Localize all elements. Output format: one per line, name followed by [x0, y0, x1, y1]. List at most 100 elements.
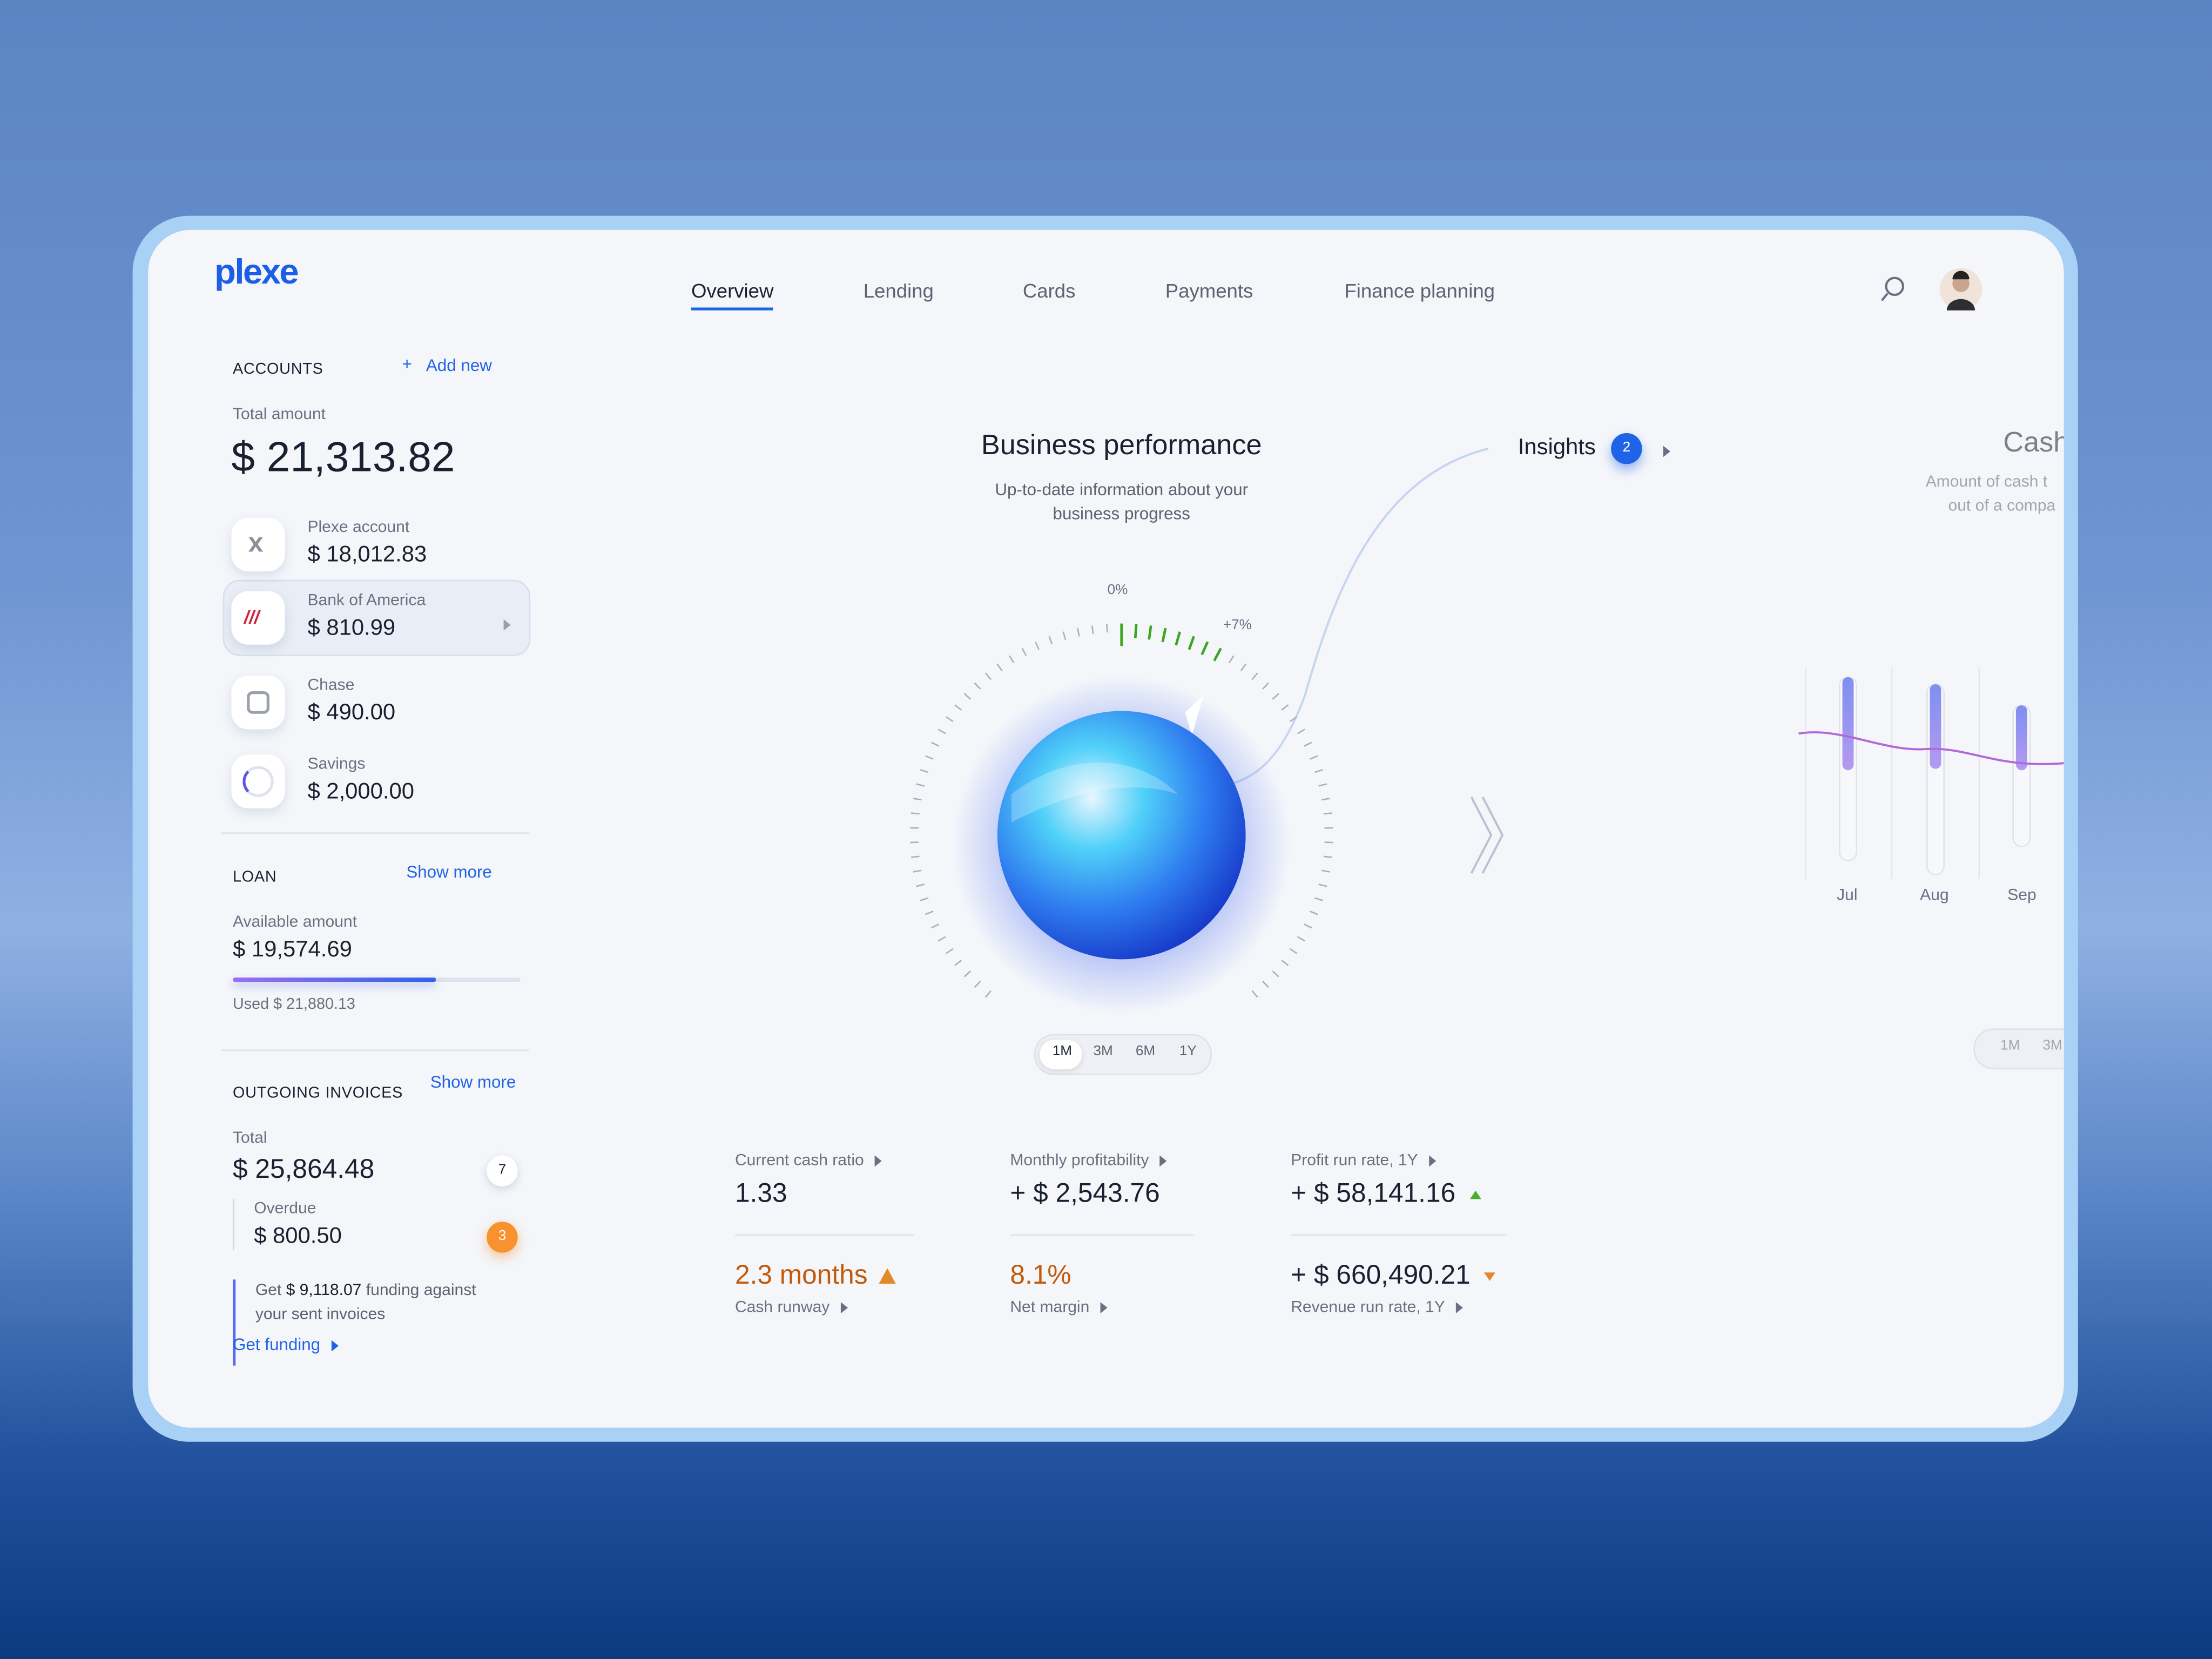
- show-more[interactable]: Show more: [430, 1072, 516, 1092]
- gauge-tick: [1314, 897, 1323, 901]
- nav-tab[interactable]: Finance planning: [1344, 279, 1495, 302]
- gauge-tick: [1272, 693, 1279, 700]
- metric-value: 2.3 months: [735, 1261, 896, 1292]
- text[interactable]: Current cash ratio: [734, 1152, 864, 1170]
- divider: [734, 1234, 914, 1236]
- metric-label[interactable]: Revenue run rate, 1Y: [1291, 1299, 1464, 1316]
- funding-amount: $ 9,118.07: [286, 1282, 362, 1299]
- nav-tab[interactable]: Payments: [1165, 279, 1253, 302]
- account-amount: $ 490.00: [307, 701, 396, 725]
- add-link[interactable]: Add new: [426, 355, 492, 375]
- gauge-tick: [1251, 672, 1258, 680]
- month-label: Sep: [2007, 887, 2036, 905]
- gauge-tick: [1297, 729, 1305, 734]
- sphere: [997, 711, 1246, 960]
- account-name: Bank of America: [307, 592, 426, 610]
- loan-amount: $ 19,574.69: [233, 938, 352, 962]
- next-chevron[interactable]: [1470, 797, 1504, 874]
- gauge-tick: [1304, 923, 1312, 929]
- gauge-tick: [1323, 812, 1332, 815]
- gauge-tick: [974, 981, 981, 988]
- cash-chart: [1798, 667, 2064, 879]
- gauge-tick: [974, 682, 981, 690]
- gauge-tick: [930, 741, 940, 747]
- gauge-pointer: [1185, 695, 1204, 735]
- gauge-tick: [1161, 628, 1167, 643]
- divider: [221, 1049, 529, 1051]
- text[interactable]: Cash runway: [734, 1299, 830, 1317]
- gauge-tick: [1048, 636, 1053, 645]
- text[interactable]: Net margin: [1010, 1299, 1090, 1317]
- gauge-tick: [920, 769, 929, 773]
- metric-label[interactable]: Current cash ratio: [734, 1152, 882, 1170]
- nav-tab[interactable]: Lending: [863, 279, 934, 302]
- text: + $ 660,490.21: [1291, 1261, 1471, 1291]
- gauge-tick: [1021, 648, 1027, 656]
- metric-label[interactable]: Monthly profitability: [1010, 1152, 1168, 1170]
- account-amount: $ 2,000.00: [307, 780, 415, 804]
- gauge-tick: [1148, 625, 1152, 640]
- nav-tab[interactable]: Overview: [691, 279, 774, 311]
- account-icon: x: [231, 517, 285, 571]
- gauge-tick: [1304, 741, 1312, 747]
- show-more[interactable]: Show more: [406, 862, 492, 882]
- metric-label[interactable]: Profit run rate, 1Y: [1291, 1152, 1437, 1170]
- down-arrow: [1484, 1272, 1496, 1281]
- label: Overdue: [254, 1201, 316, 1218]
- metric-label[interactable]: Cash runway: [735, 1299, 848, 1316]
- period[interactable]: 1M: [2000, 1038, 2020, 1054]
- up-arrow: [1469, 1190, 1481, 1199]
- tree-line: [233, 1199, 234, 1250]
- divider: [1010, 1234, 1193, 1236]
- metric-value: + $ 2,543.76: [1010, 1179, 1160, 1209]
- gauge-tick: [938, 729, 946, 734]
- period[interactable]: 3M: [2042, 1038, 2062, 1054]
- text[interactable]: Get funding: [233, 1334, 321, 1354]
- gauge-tick: [925, 755, 934, 760]
- perf-title: Business performance: [981, 430, 1262, 462]
- gauge-tick: [1310, 755, 1318, 760]
- metric-label[interactable]: Net margin: [1010, 1299, 1108, 1316]
- text[interactable]: Revenue run rate, 1Y: [1291, 1299, 1445, 1317]
- funding-link[interactable]: Get funding: [233, 1334, 339, 1354]
- text[interactable]: Monthly profitability: [1010, 1152, 1149, 1170]
- gauge-tick: [1272, 970, 1279, 977]
- progress-fill: [233, 977, 436, 982]
- search-icon[interactable]: [1881, 276, 1905, 301]
- add-link-icon[interactable]: +: [402, 354, 412, 374]
- cash-subtitle: Amount of cash t: [1925, 474, 2048, 491]
- logo[interactable]: plexe: [214, 252, 299, 292]
- cash-subtitle: out of a compa: [1948, 498, 2056, 515]
- gauge-tick: [930, 923, 940, 929]
- gauge-tick: [911, 812, 920, 815]
- period[interactable]: 1Y: [1179, 1044, 1197, 1060]
- gauge-tick: [1321, 869, 1330, 873]
- section-title: LOAN: [233, 869, 277, 886]
- metric-value: + $ 58,141.16: [1291, 1179, 1481, 1210]
- gauge-tick: [1035, 641, 1040, 650]
- period-switch: 1M 3M: [1973, 1028, 2064, 1070]
- text[interactable]: Profit run rate, 1Y: [1291, 1152, 1418, 1170]
- funding-text: your sent invoices: [255, 1306, 386, 1324]
- count-badge: 7: [487, 1155, 518, 1186]
- gauge-tick: [963, 693, 972, 700]
- insights-label[interactable]: Insights: [1518, 436, 1596, 460]
- gauge-tick: [1240, 663, 1247, 671]
- avatar[interactable]: [1939, 268, 1982, 311]
- period[interactable]: 3M: [1093, 1044, 1113, 1060]
- insights-arrow[interactable]: [1652, 439, 1670, 464]
- metric-value: + $ 660,490.21: [1291, 1261, 1496, 1292]
- month-label: Jul: [1837, 887, 1858, 905]
- gauge-tick: [1289, 948, 1298, 954]
- period[interactable]: 6M: [1135, 1044, 1156, 1060]
- dashboard: plexe Overview Lending Cards Payments Fi…: [148, 230, 2064, 1428]
- used-amount: Used $ 21,880.13: [233, 996, 355, 1013]
- gauge-tick: [1062, 631, 1067, 640]
- gauge-tick: [1289, 716, 1298, 723]
- total-amount: $ 21,313.82: [231, 434, 455, 481]
- period[interactable]: 1M: [1052, 1044, 1073, 1060]
- nav-tab[interactable]: Cards: [1022, 279, 1076, 302]
- gauge-tick: [1281, 960, 1289, 966]
